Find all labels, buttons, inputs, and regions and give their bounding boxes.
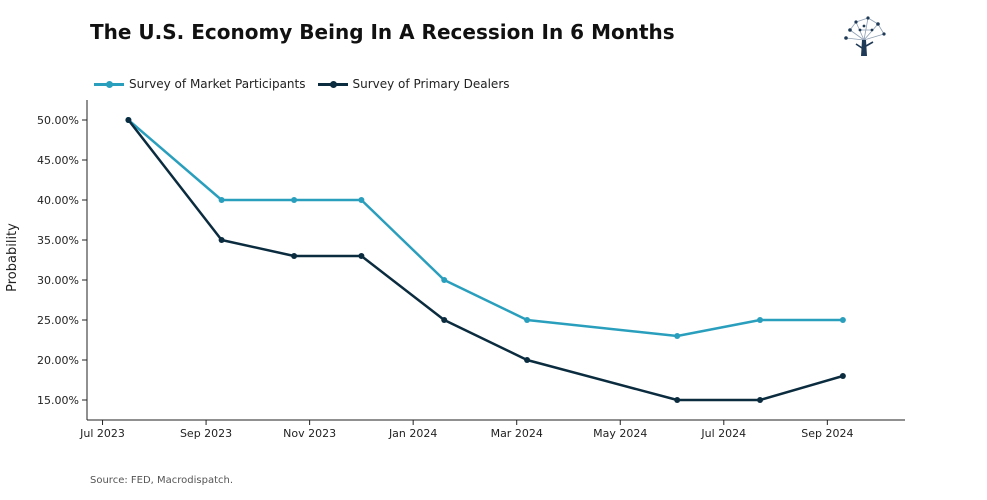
legend-label-market: Survey of Market Participants (129, 77, 306, 91)
data-point-dealers (358, 253, 365, 259)
x-tick-label: Nov 2023 (283, 427, 336, 440)
x-tick-label: Jan 2024 (388, 427, 437, 440)
y-tick-label: 35.00% (37, 234, 79, 247)
data-point-market (218, 197, 225, 203)
data-point-market (358, 197, 365, 203)
y-tick-label: 15.00% (37, 394, 79, 407)
legend-item-dealers[interactable]: Survey of Primary Dealers (317, 77, 510, 91)
data-point-dealers (674, 397, 681, 403)
data-point-market (757, 317, 764, 323)
data-point-market (674, 333, 681, 339)
data-point-dealers (291, 253, 298, 259)
legend-item-market[interactable]: Survey of Market Participants (94, 77, 306, 91)
series-line-dealers (127, 119, 844, 402)
y-tick-label: 30.00% (37, 274, 79, 287)
x-tick-label: Sep 2023 (180, 427, 232, 440)
y-tick-label: 45.00% (37, 154, 79, 167)
x-tick-label: May 2024 (593, 427, 647, 440)
y-tick-label: 50.00% (37, 114, 79, 127)
line-chart: 15.00% 20.00% 25.00% 30.00% 35.00% 40.00% 45.0… (37, 100, 905, 440)
x-tick-label: Jul 2024 (700, 427, 746, 440)
data-point-dealers (757, 397, 764, 403)
data-point-dealers (218, 237, 225, 243)
data-point-dealers (839, 373, 846, 379)
data-point-dealers (125, 117, 132, 123)
chart-title: The U.S. Economy Being In A Recession In… (90, 20, 675, 44)
y-tick-label: 40.00% (37, 194, 79, 207)
data-point-market (524, 317, 531, 323)
data-point-dealers (524, 357, 531, 363)
x-tick-label: Jul 2023 (79, 427, 125, 440)
source-note: Source: FED, Macrodispatch. (90, 475, 234, 486)
data-point-market (291, 197, 298, 203)
y-tick-label: 20.00% (37, 354, 79, 367)
legend-swatch-dealers (317, 80, 348, 88)
x-tick-label: Sep 2024 (801, 427, 853, 440)
data-point-dealers (441, 317, 448, 323)
data-point-market (839, 317, 846, 323)
legend-swatch-market (94, 80, 124, 88)
y-tick-label: 25.00% (37, 314, 79, 327)
legend-label-dealers: Survey of Primary Dealers (352, 77, 510, 91)
tree-network-icon (844, 16, 886, 56)
chart-legend: Survey of Market Participants Survey of … (94, 77, 522, 91)
series-line-market (127, 119, 843, 338)
x-tick-label: Mar 2024 (491, 427, 543, 440)
data-point-market (441, 277, 448, 283)
